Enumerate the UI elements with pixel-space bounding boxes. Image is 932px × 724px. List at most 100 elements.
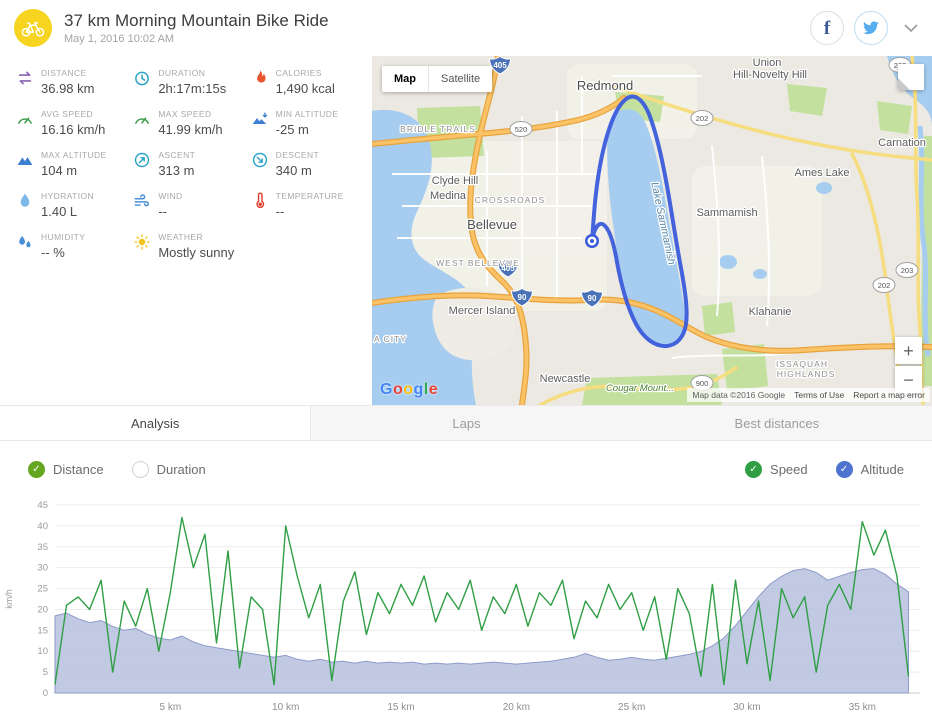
max-altitude-icon (16, 151, 34, 169)
svg-text:203: 203 (901, 266, 914, 275)
svg-text:900: 900 (696, 379, 709, 388)
tabs-bar: Analysis Laps Best distances (0, 405, 932, 441)
series-toggle-altitude[interactable]: ✓ Altitude (835, 460, 904, 478)
map-label: ISSAQUAH (776, 359, 828, 369)
activity-date: May 1, 2016 10:02 AM (64, 33, 175, 45)
state-route-shield: 202 (690, 110, 714, 126)
y-tick-label: 30 (37, 563, 48, 574)
x-tick-label: 35 km (849, 702, 876, 713)
check-item-label: Altitude (860, 461, 904, 477)
snoqualmie-river (917, 125, 931, 357)
stat-value: -25 m (275, 122, 309, 137)
terms-of-use-link[interactable]: Terms of Use (794, 390, 845, 400)
map-label: Redmond (577, 78, 633, 93)
title-block: 37 km Morning Mountain Bike Ride May 1, … (64, 11, 810, 45)
stat-distance: DISTANCE 36.98 km (16, 68, 131, 96)
map-label: Union (753, 57, 782, 69)
report-map-error-link[interactable]: Report a map error (853, 390, 925, 400)
zoom-in-button[interactable]: + (895, 337, 922, 364)
map-type-satellite-button[interactable]: Satellite (428, 66, 493, 92)
main-split: DISTANCE 36.98 km DURATION 2h:17m:15s CALORI… (0, 56, 932, 405)
svg-text:405: 405 (501, 264, 515, 273)
facebook-share-button[interactable]: f (810, 11, 844, 45)
map-label: Klahanie (749, 306, 792, 318)
min-altitude-icon (251, 110, 269, 128)
stats-grid: DISTANCE 36.98 km DURATION 2h:17m:15s CALORI… (16, 68, 366, 260)
map-label: Bellevue (467, 217, 517, 232)
stat-hydration: HYDRATION 1.40 L (16, 191, 131, 219)
stat-label: WEATHER (158, 232, 203, 242)
stat-value: 1,490 kcal (275, 81, 335, 96)
stat-value: 313 m (158, 163, 195, 178)
distance-icon (16, 69, 34, 87)
stat-temperature: TEMPERATURE -- (251, 191, 366, 219)
stat-avg-speed: AVG SPEED 16.16 km/h (16, 109, 131, 137)
stat-duration: DURATION 2h:17m:15s (133, 68, 248, 96)
tab-laps[interactable]: Laps (452, 415, 481, 431)
check-item-label: Distance (53, 461, 104, 477)
descent-icon (251, 151, 269, 169)
x-tick-label: 10 km (272, 702, 299, 713)
hydration-icon (16, 192, 34, 210)
unchecked-circle-icon (131, 460, 149, 478)
stat-calories: CALORIES 1,490 kcal (251, 68, 366, 96)
stat-label: MAX SPEED (158, 109, 212, 119)
tab-best-distances[interactable]: Best distances (734, 415, 820, 431)
stat-label: HUMIDITY (41, 232, 86, 242)
map-label: WEST BELLEVUE (436, 258, 520, 268)
cycling-icon (14, 9, 52, 47)
x-tick-label: 25 km (618, 702, 645, 713)
svg-text:90: 90 (518, 293, 527, 302)
temperature-icon (251, 192, 269, 210)
facebook-icon: f (823, 17, 831, 39)
y-tick-label: 40 (37, 521, 48, 532)
avg-speed-icon (16, 110, 34, 128)
chevron-down-icon[interactable] (904, 23, 918, 33)
map-label: Sammamish (696, 207, 757, 219)
chart-section: 0 5 10 15 20 25 30 35 40 45 5 km 10 km 15 km 20 km 25 … (0, 497, 932, 724)
map-label: Clyde Hill (432, 175, 478, 187)
google-logo[interactable]: Google (380, 381, 439, 398)
stat-value: 104 m (41, 163, 78, 178)
svg-text:202: 202 (696, 114, 709, 123)
map-label: Mercer Island (449, 305, 516, 317)
calories-icon (251, 69, 269, 87)
stat-label: MAX ALTITUDE (41, 150, 107, 160)
stat-value: 41.99 km/h (158, 122, 223, 137)
checked-circle-icon: ✓ (745, 460, 763, 478)
stat-value: 36.98 km (41, 81, 95, 96)
x-axis-option-distance[interactable]: ✓ Distance (28, 460, 104, 478)
series-toggles: ✓ Speed ✓ Altitude (745, 460, 904, 478)
fold-icon (898, 78, 910, 90)
zoom-controls: + − (895, 337, 922, 393)
page-title: 37 km Morning Mountain Bike Ride (64, 11, 329, 30)
analysis-controls: ✓ Distance Duration ✓ Speed ✓ Altitude (0, 441, 932, 497)
interstate-shield: 405 (496, 258, 520, 278)
x-axis-option-duration[interactable]: Duration (131, 460, 206, 478)
app-header: 37 km Morning Mountain Bike Ride May 1, … (0, 0, 932, 56)
stat-value: 2h:17m:15s (158, 81, 227, 96)
map-label: Medina (430, 190, 467, 202)
svg-text:202: 202 (878, 281, 891, 290)
humidity-icon (16, 233, 34, 251)
stats-panel: DISTANCE 36.98 km DURATION 2h:17m:15s CALORI… (0, 56, 372, 405)
map-panel[interactable]: 4055202022034059090202203900 RedmondUnio… (372, 56, 932, 405)
stat-label: ASCENT (158, 150, 196, 160)
x-tick-label: 5 km (159, 702, 181, 713)
twitter-share-button[interactable] (854, 11, 888, 45)
overview-map-toggle[interactable] (898, 64, 924, 90)
stat-label: MIN ALTITUDE (275, 109, 339, 119)
y-axis-unit-label: km/h (4, 589, 14, 609)
tab-analysis[interactable]: Analysis (0, 406, 312, 440)
stat-value: 16.16 km/h (41, 122, 106, 137)
map-type-map-button[interactable]: Map (382, 66, 428, 92)
map-label: Newcastle (540, 373, 591, 385)
map-data-text: Map data ©2016 Google (692, 390, 786, 400)
stat-label: DISTANCE (41, 68, 87, 78)
stat-label: TEMPERATURE (275, 191, 344, 201)
stat-value: -- (275, 204, 285, 219)
map-canvas[interactable]: 4055202022034059090202203900 RedmondUnio… (372, 56, 932, 405)
y-tick-label: 0 (43, 688, 48, 699)
stat-descent: DESCENT 340 m (251, 150, 366, 178)
series-toggle-speed[interactable]: ✓ Speed (745, 460, 808, 478)
